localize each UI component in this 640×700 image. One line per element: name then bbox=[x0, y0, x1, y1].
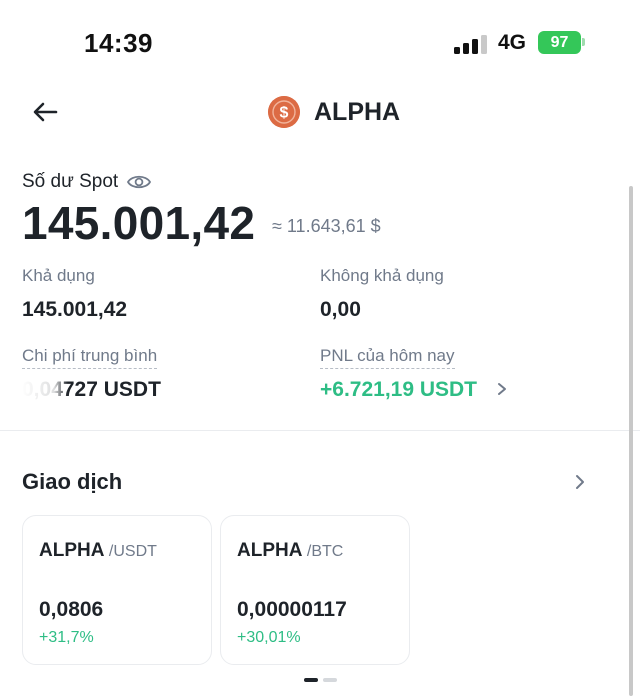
pair-name: ALPHA /BTC bbox=[237, 540, 343, 562]
section-divider bbox=[0, 430, 640, 431]
status-bar: 14:39 4G 97 bbox=[0, 0, 640, 86]
spot-balance-label: Số dư Spot bbox=[22, 171, 119, 192]
unavailable-label: Không khả dụng bbox=[320, 266, 444, 285]
pair-price: 0,00000117 bbox=[237, 598, 347, 621]
available-label: Khả dụng bbox=[22, 266, 95, 285]
pnl-today-label[interactable]: PNL của hôm nay bbox=[320, 346, 455, 369]
trading-pair-card-alpha-btc[interactable]: ALPHA /BTC 0,00000117 +30,01% bbox=[220, 515, 410, 665]
svg-text:$: $ bbox=[280, 105, 289, 122]
pnl-today-value[interactable]: +6.721,19 USDT bbox=[320, 378, 478, 401]
available-value: 145.001,42 bbox=[22, 298, 128, 321]
pair-change: +31,7% bbox=[39, 629, 94, 646]
page-title: ALPHA bbox=[314, 98, 401, 126]
smudge-overlay bbox=[22, 378, 68, 402]
cellular-signal-icon bbox=[454, 34, 490, 54]
trading-section-title: Giao dịch bbox=[22, 469, 123, 494]
status-time: 14:39 bbox=[84, 28, 153, 58]
chevron-right-icon[interactable] bbox=[495, 381, 509, 397]
pair-base: ALPHA bbox=[39, 540, 105, 561]
spot-balance-value: 145.001,42 bbox=[22, 197, 256, 249]
chevron-right-icon[interactable] bbox=[573, 473, 587, 491]
page-dot-active[interactable] bbox=[304, 678, 318, 682]
unavailable-value: 0,00 bbox=[320, 298, 361, 321]
dollar-coin-icon: $ bbox=[268, 96, 300, 128]
battery-tip bbox=[582, 38, 585, 46]
pair-quote: /BTC bbox=[302, 543, 344, 560]
scrollbar[interactable] bbox=[629, 186, 633, 696]
carousel-pagination bbox=[304, 678, 338, 682]
network-type: 4G bbox=[498, 31, 527, 54]
pair-base: ALPHA bbox=[237, 540, 303, 561]
pair-quote: /USDT bbox=[104, 543, 157, 560]
trading-pair-card-alpha-usdt[interactable]: ALPHA /USDT 0,0806 +31,7% bbox=[22, 515, 212, 665]
arrow-left-icon[interactable] bbox=[30, 97, 60, 127]
battery-icon: 97 bbox=[538, 31, 581, 54]
page-dot[interactable] bbox=[323, 678, 337, 682]
average-cost-label[interactable]: Chi phí trung bình bbox=[22, 346, 158, 369]
pair-price: 0,0806 bbox=[39, 598, 104, 621]
spot-balance-approx: ≈ 11.643,61 $ bbox=[272, 216, 381, 236]
pair-name: ALPHA /USDT bbox=[39, 540, 157, 562]
pair-change: +30,01% bbox=[237, 629, 301, 646]
eye-icon[interactable] bbox=[126, 171, 152, 193]
